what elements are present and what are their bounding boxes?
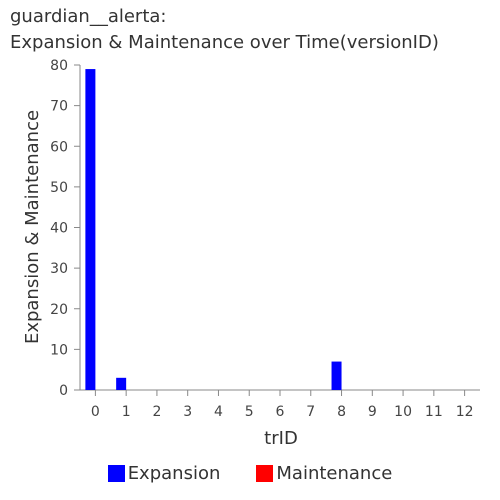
chart-title: guardian__alerta: Expansion & Maintenanc… bbox=[10, 4, 439, 56]
legend-label-maintenance: Maintenance bbox=[276, 463, 393, 484]
x-axis-label: trID bbox=[264, 428, 298, 449]
legend: Expansion Maintenance bbox=[0, 463, 500, 484]
x-tick-label: 8 bbox=[337, 404, 346, 420]
x-tick-label: 6 bbox=[276, 404, 285, 420]
chart-title-line-2: Expansion & Maintenance over Time(versio… bbox=[10, 32, 439, 53]
y-tick-label: 0 bbox=[59, 383, 68, 399]
bar-expansion-8[interactable] bbox=[331, 361, 342, 390]
y-axis-label: Expansion & Maintenance bbox=[22, 110, 43, 344]
y-tick-label: 30 bbox=[50, 261, 68, 277]
legend-swatch-maintenance bbox=[256, 465, 274, 482]
y-tick-label: 10 bbox=[50, 342, 68, 358]
bars bbox=[85, 69, 342, 390]
y-tick-label: 60 bbox=[50, 139, 68, 155]
y-tick-label: 20 bbox=[50, 302, 68, 318]
chart-title-line-1: guardian__alerta: bbox=[10, 6, 167, 27]
x-tick-label: 7 bbox=[306, 404, 315, 420]
x-tick-label: 5 bbox=[245, 404, 254, 420]
y-tick-label: 40 bbox=[50, 221, 68, 237]
x-tick-label: 11 bbox=[425, 404, 443, 420]
bar-expansion-0[interactable] bbox=[85, 69, 96, 390]
x-tick-label: 4 bbox=[214, 404, 223, 420]
x-tick-label: 10 bbox=[394, 404, 412, 420]
y-tick-label: 70 bbox=[50, 99, 68, 115]
x-tick-label: 0 bbox=[91, 404, 100, 420]
legend-item-maintenance[interactable]: Maintenance bbox=[256, 463, 392, 484]
x-tick-label: 1 bbox=[122, 404, 131, 420]
bar-expansion-1[interactable] bbox=[116, 377, 127, 390]
x-tick-label: 2 bbox=[152, 404, 161, 420]
x-tick-label: 12 bbox=[456, 404, 474, 420]
x-tick-label: 3 bbox=[183, 404, 192, 420]
y-axis: 0 10 20 30 40 50 60 70 80 bbox=[50, 58, 81, 399]
legend-item-expansion[interactable]: Expansion bbox=[107, 463, 221, 484]
legend-swatch-expansion bbox=[107, 465, 125, 482]
legend-label-expansion: Expansion bbox=[127, 463, 221, 484]
y-tick-label: 80 bbox=[50, 58, 68, 74]
y-tick-label: 50 bbox=[50, 180, 68, 196]
x-axis: 0 1 2 3 4 5 6 7 8 9 10 11 12 bbox=[80, 389, 480, 420]
x-tick-label: 9 bbox=[368, 404, 377, 420]
